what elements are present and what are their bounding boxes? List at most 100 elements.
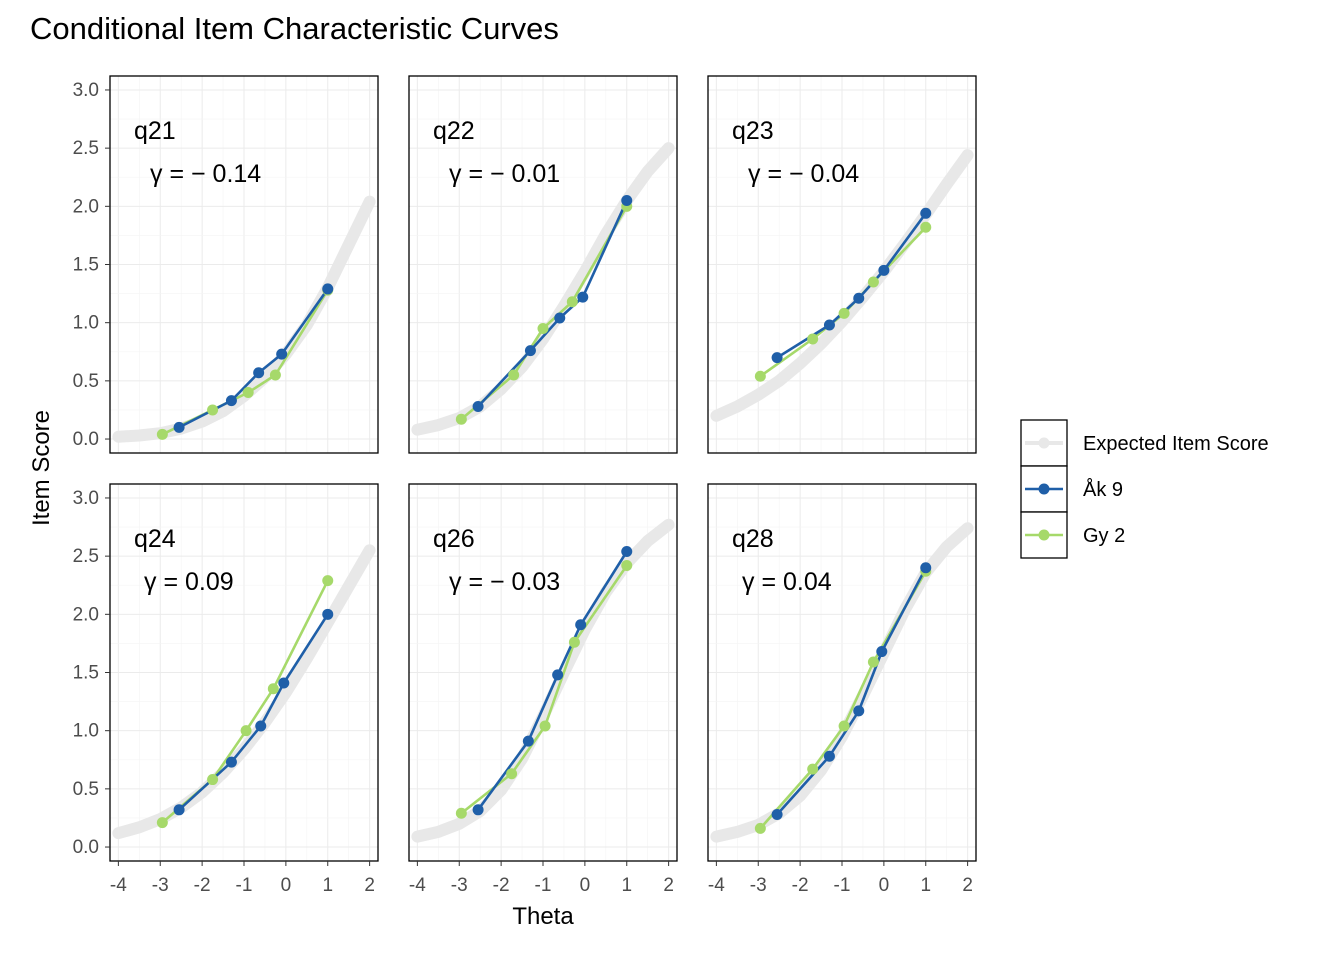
data-point-ak9 [276,348,288,360]
legend-key-point [1038,529,1050,541]
data-point-ak9 [173,421,185,433]
x-tick-label: -2 [792,875,809,896]
y-tick-label: 0.5 [73,779,99,800]
gamma-label: γ = 0.09 [144,568,234,596]
x-tick-label: 1 [920,875,931,896]
legend-label: Expected Item Score [1083,433,1269,455]
data-point-gy2 [867,276,879,288]
data-point-gy2 [156,817,168,829]
legend-label: Åk 9 [1083,478,1123,501]
legend-item: Åk 9 [1020,465,1123,513]
data-point-ak9 [853,705,865,717]
data-point-gy2 [537,322,549,334]
item-label: q21 [134,117,176,145]
data-point-ak9 [575,619,587,631]
data-point-ak9 [920,207,932,219]
x-tick-label: -4 [409,875,426,896]
x-axis-label: Theta [512,903,574,930]
data-point-gy2 [506,768,518,780]
legend-item: Expected Item Score [1020,419,1269,467]
data-point-gy2 [322,575,334,587]
gamma-label: γ = 0.04 [742,568,832,596]
data-point-gy2 [754,822,766,834]
data-point-ak9 [920,562,932,574]
legend-key-point [1038,483,1050,495]
data-point-ak9 [771,808,783,820]
data-point-gy2 [240,725,252,737]
data-point-ak9 [621,545,633,557]
y-tick-label: 2.0 [73,196,99,217]
x-tick-label: -1 [236,875,253,896]
y-tick-label: 1.5 [73,663,99,684]
data-point-gy2 [242,386,254,398]
x-tick-label: -2 [493,875,510,896]
item-label: q26 [433,525,475,553]
data-point-gy2 [539,720,551,732]
data-point-gy2 [207,774,219,786]
data-point-ak9 [853,292,865,304]
data-point-ak9 [225,756,237,768]
y-tick-label: 3.0 [73,488,99,509]
panel-q21: q21 γ = − 0.14 0.0 0.5 1.0 1.5 2.0 2.5 3.0 [73,75,379,454]
y-tick-label: 1.5 [73,255,99,276]
data-point-gy2 [267,683,279,695]
data-point-ak9 [173,804,185,816]
data-point-ak9 [255,720,267,732]
y-tick-label: 0.5 [73,371,99,392]
x-tick-label: 2 [364,875,375,896]
y-tick-label: 1.0 [73,313,99,334]
data-point-ak9 [554,312,566,324]
gamma-label: γ = − 0.04 [748,160,859,188]
legend: Expected Item Score Åk 9 Gy 2 [1020,419,1269,559]
data-point-ak9 [878,264,890,276]
x-tick-label: 2 [962,875,973,896]
x-tick-label: -1 [834,875,851,896]
data-point-gy2 [207,404,219,416]
chart-title: Conditional Item Characteristic Curves [30,11,559,46]
data-point-ak9 [472,804,484,816]
panel-q28: q28 γ = 0.04 -4 -3 -2 -1 0 1 2 [707,483,977,896]
data-point-ak9 [552,669,564,681]
data-point-gy2 [269,369,281,381]
legend-key-point [1038,437,1050,449]
x-tick-label: -3 [152,875,169,896]
data-point-gy2 [838,720,850,732]
data-point-ak9 [322,283,334,295]
gamma-label: γ = − 0.01 [449,160,560,188]
data-point-gy2 [566,296,578,308]
x-tick-label: -3 [750,875,767,896]
data-point-ak9 [225,395,237,407]
data-point-gy2 [621,559,633,571]
data-point-gy2 [920,221,932,233]
panels-grid: q21 γ = − 0.14 0.0 0.5 1.0 1.5 2.0 2.5 3.0 q22 γ =… [73,75,977,896]
data-point-ak9 [771,352,783,364]
data-point-ak9 [577,291,589,303]
x-tick-label: -1 [535,875,552,896]
x-tick-label: 2 [663,875,674,896]
data-point-gy2 [568,636,580,648]
data-point-gy2 [754,370,766,382]
data-point-gy2 [838,307,850,319]
data-point-ak9 [472,400,484,412]
item-label: q28 [732,525,774,553]
item-label: q24 [134,525,176,553]
data-point-ak9 [876,646,888,658]
y-tick-label: 0.0 [73,429,99,450]
y-tick-label: 3.0 [73,80,99,101]
panel-border [408,75,678,454]
data-point-ak9 [823,750,835,762]
x-tick-label: -3 [451,875,468,896]
data-point-ak9 [823,319,835,331]
item-label: q22 [433,117,475,145]
x-tick-label: 1 [322,875,333,896]
data-point-gy2 [508,369,520,381]
data-point-gy2 [807,333,819,345]
data-point-ak9 [621,195,633,207]
data-point-gy2 [156,428,168,440]
x-tick-label: -4 [708,875,725,896]
y-axis-label: Item Score [28,410,55,526]
y-tick-label: 0.0 [73,837,99,858]
data-point-gy2 [455,807,467,819]
x-tick-label: 0 [281,875,292,896]
